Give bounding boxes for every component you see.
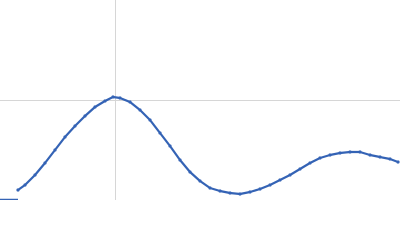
data-point — [118, 96, 122, 100]
data-point — [103, 99, 107, 103]
data-point — [33, 173, 37, 177]
data-point — [238, 192, 242, 196]
data-point — [268, 183, 272, 187]
data-point — [198, 179, 202, 183]
data-point — [111, 95, 115, 99]
data-point — [16, 188, 20, 192]
data-point — [396, 160, 400, 164]
data-trace — [17, 95, 399, 196]
data-point — [148, 118, 152, 122]
data-point — [63, 135, 67, 139]
data-point — [338, 151, 342, 155]
data-point — [83, 114, 87, 118]
data-point — [298, 167, 302, 171]
data-point — [308, 161, 312, 165]
data-point — [288, 173, 292, 177]
data-point — [158, 131, 162, 135]
data-point — [228, 191, 232, 195]
data-point — [258, 187, 262, 191]
data-point — [368, 153, 372, 157]
chart — [0, 0, 400, 200]
data-point — [328, 153, 332, 157]
data-point — [73, 124, 77, 128]
data-point — [208, 186, 212, 190]
data-point — [348, 150, 352, 154]
data-point — [128, 100, 132, 104]
data-point — [138, 108, 142, 112]
data-point — [248, 190, 252, 194]
data-point — [23, 183, 27, 187]
data-point — [43, 161, 47, 165]
data-point — [278, 178, 282, 182]
data-point — [53, 148, 57, 152]
data-point — [188, 170, 192, 174]
data-point — [93, 105, 97, 109]
data-point — [178, 158, 182, 162]
data-point — [358, 150, 362, 154]
page: (() => { const data = JSON.parse(documen… — [0, 0, 400, 200]
data-point — [168, 144, 172, 148]
data-point — [378, 155, 382, 159]
data-point — [388, 157, 392, 161]
data-point — [218, 189, 222, 193]
data-point — [318, 156, 322, 160]
